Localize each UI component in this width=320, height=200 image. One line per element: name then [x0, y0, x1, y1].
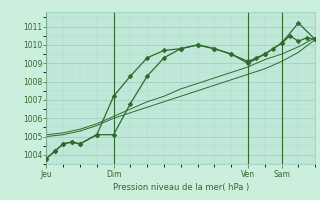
- X-axis label: Pression niveau de la mer( hPa ): Pression niveau de la mer( hPa ): [113, 183, 249, 192]
